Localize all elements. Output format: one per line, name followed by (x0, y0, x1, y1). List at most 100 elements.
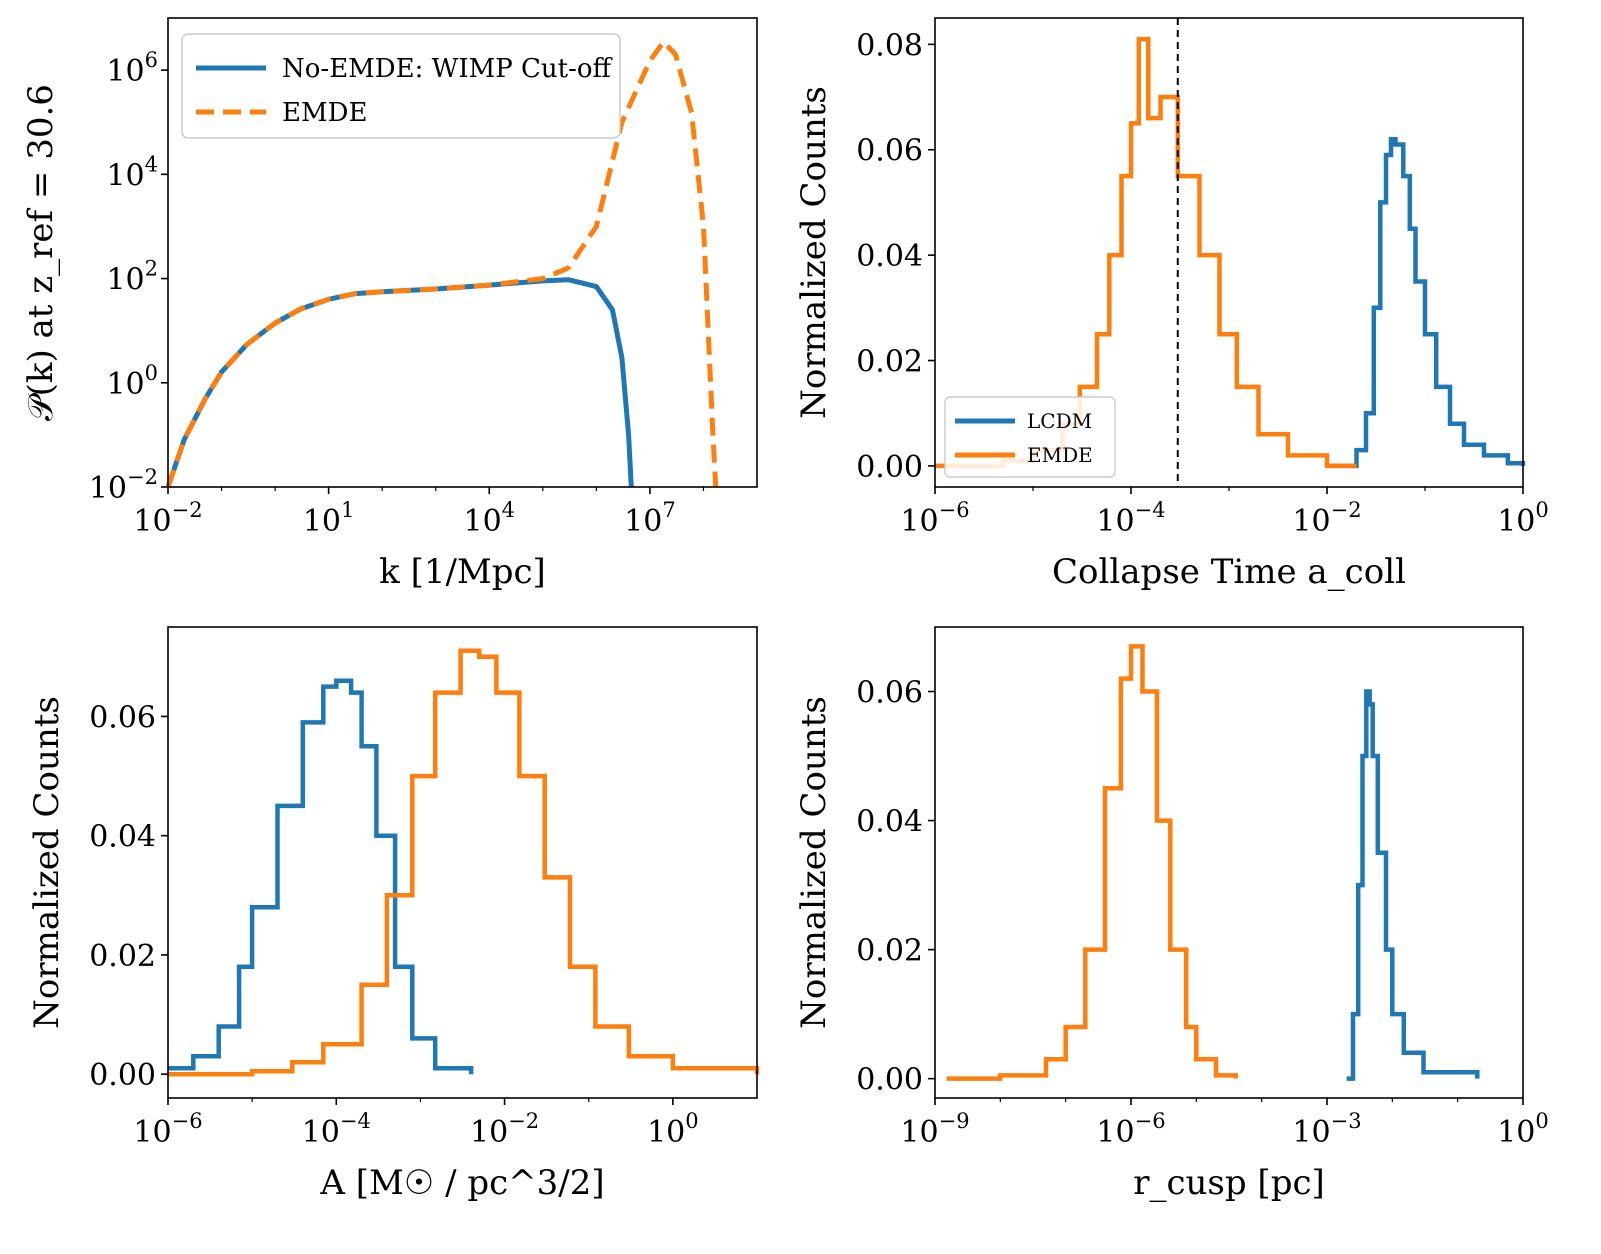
series-line-orange (165, 39, 719, 488)
y-tick-label: 0.00 (856, 1063, 923, 1098)
x-axis-label: k [1/Mpc] (379, 552, 546, 592)
histogram-orange (946, 644, 1238, 1081)
y-tick-label: 0.08 (856, 28, 923, 63)
y-tick-label: 102 (106, 257, 158, 298)
y-tick-label: 0.06 (856, 134, 923, 169)
histogram-blue (1346, 689, 1480, 1081)
x-tick-label-exponent: −3 (1331, 1109, 1362, 1133)
histogram-orange (168, 648, 760, 1077)
x-tick-label: 10−2 (133, 498, 202, 539)
x-tick-label-exponent: −9 (939, 1109, 970, 1133)
plot-frame (934, 17, 1524, 488)
x-tick-label-base: 10 (303, 504, 341, 539)
y-tick-label-exponent: −2 (127, 465, 158, 489)
x-tick-label-base: 10 (624, 504, 662, 539)
x-tick-label-exponent: −6 (172, 1109, 203, 1133)
panel-collapse_time: 10−6 10−4 10−2 1000.000.020.040.060.08LCDME… (794, 17, 1549, 592)
legend-box (181, 33, 621, 139)
x-tick-label: 10−2 (1292, 498, 1361, 539)
x-tick-label-exponent: −2 (172, 498, 203, 522)
y-tick-label: 0.00 (856, 450, 923, 485)
y-tick-label: 0.06 (89, 700, 156, 735)
y-tick-label: 0.02 (856, 345, 923, 380)
y-tick-label: 0.02 (856, 934, 923, 969)
x-tick-label-exponent: 1 (341, 498, 354, 522)
x-axis-label: A [M☉ / pc^3/2] (319, 1163, 604, 1203)
y-tick-label: 0.04 (856, 239, 923, 274)
y-tick-label: 0.00 (89, 1058, 156, 1093)
x-tick-label: 10−2 (470, 1109, 539, 1150)
y-tick-label: 106 (106, 48, 158, 89)
legend-label: EMDE (282, 98, 367, 128)
x-tick-label-exponent: −4 (340, 1109, 371, 1133)
x-tick-label-base: 10 (1096, 504, 1134, 539)
histogram-blue (168, 678, 474, 1075)
x-axis-label: r_cusp [pc] (1133, 1163, 1325, 1203)
y-tick-label: 10−2 (89, 465, 158, 506)
plot-frame (167, 17, 758, 488)
y-tick-label: 0.04 (856, 805, 923, 840)
x-tick-label-exponent: 4 (502, 498, 515, 522)
x-tick-label-base: 10 (470, 1115, 508, 1150)
legend-label: No-EMDE: WIMP Cut-off (282, 54, 614, 84)
x-tick-label-base: 10 (900, 1115, 938, 1150)
x-tick-label: 100 (647, 1109, 699, 1150)
y-tick-label-base: 10 (106, 158, 144, 193)
x-axis-label: Collapse Time a_coll (1052, 552, 1406, 592)
x-tick-label: 10−9 (900, 1109, 969, 1150)
y-axis-label: Normalized Counts (794, 696, 834, 1029)
x-tick-label-exponent: −4 (1135, 498, 1166, 522)
y-tick-label-base: 10 (106, 263, 144, 298)
histogram-blue (1327, 136, 1526, 469)
x-tick-label: 10−6 (133, 1109, 202, 1150)
x-tick-label-base: 10 (647, 1115, 685, 1150)
x-tick-label-base: 10 (1096, 1115, 1134, 1150)
y-tick-label-base: 10 (106, 54, 144, 89)
x-tick-label-exponent: −2 (508, 1109, 539, 1133)
y-axis-label: Normalized Counts (794, 86, 834, 419)
y-tick-label: 0.02 (89, 939, 156, 974)
x-tick-label: 10−3 (1292, 1109, 1361, 1150)
x-tick-label: 10−4 (1096, 498, 1165, 539)
x-tick-label-exponent: −6 (1135, 1109, 1166, 1133)
x-tick-label: 10−6 (900, 498, 969, 539)
x-tick-label-exponent: −2 (1331, 498, 1362, 522)
y-tick-label: 0.06 (856, 676, 923, 711)
x-tick-label: 104 (463, 498, 515, 539)
x-tick-label: 10−4 (302, 1109, 371, 1150)
y-tick-label: 104 (106, 152, 158, 193)
x-tick-label-base: 10 (1292, 1115, 1330, 1150)
x-tick-label: 107 (624, 498, 676, 539)
y-axis-label: 𝒫(k) at z_ref = 30.6 (21, 84, 61, 421)
y-tick-label: 0.04 (89, 820, 156, 855)
x-tick-label-exponent: 7 (662, 498, 675, 522)
x-tick-label: 100 (1497, 498, 1549, 539)
y-axis-label: Normalized Counts (27, 696, 67, 1029)
y-tick-label-exponent: 6 (145, 48, 158, 72)
y-tick-label-exponent: 0 (145, 361, 158, 385)
x-tick-label-base: 10 (900, 504, 938, 539)
y-tick-label-exponent: 4 (145, 152, 158, 176)
plot-frame (934, 626, 1524, 1099)
legend-label: LCDM (1027, 409, 1092, 433)
series-line-blue (165, 277, 634, 488)
x-tick-label-exponent: 0 (1535, 498, 1548, 522)
y-tick-label-base: 10 (89, 471, 127, 506)
x-tick-label: 100 (1497, 1109, 1549, 1150)
x-tick-label-exponent: −6 (939, 498, 970, 522)
y-tick-label-base: 10 (106, 367, 144, 402)
plot-frame (167, 626, 758, 1099)
x-tick-label: 101 (303, 498, 355, 539)
x-tick-label: 10−6 (1096, 1109, 1165, 1150)
x-tick-label-base: 10 (1497, 504, 1535, 539)
x-tick-label-base: 10 (1292, 504, 1330, 539)
x-tick-label-exponent: 0 (1535, 1109, 1548, 1133)
x-tick-label-base: 10 (463, 504, 501, 539)
x-tick-label-exponent: 0 (685, 1109, 698, 1133)
y-tick-label-exponent: 2 (145, 257, 158, 281)
x-tick-label-base: 10 (133, 504, 171, 539)
